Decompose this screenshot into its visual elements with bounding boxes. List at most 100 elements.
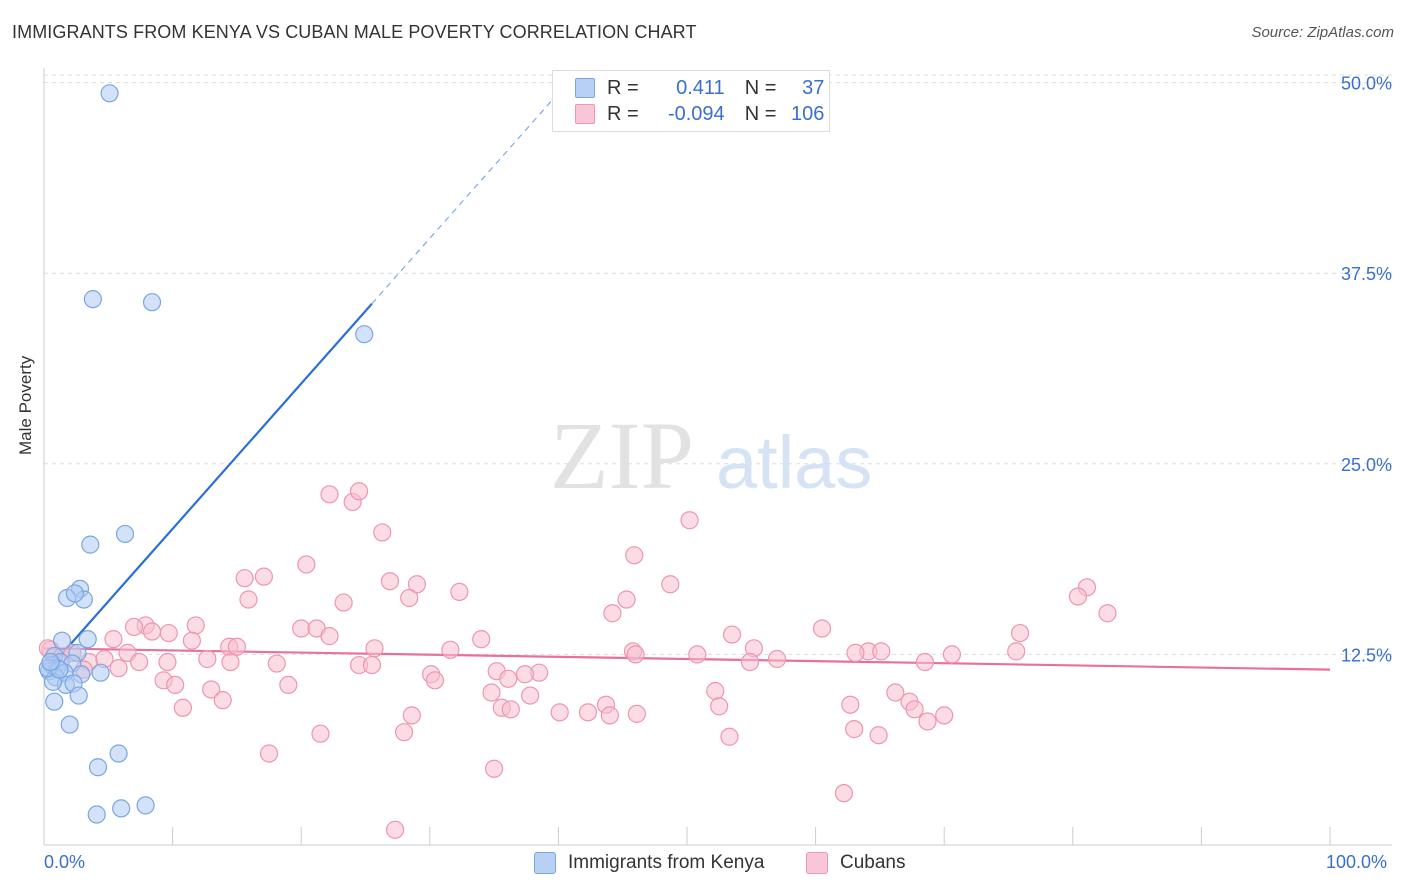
cuban-point-7 [235, 569, 254, 588]
kenya-point-31 [136, 796, 155, 815]
kenya-n-value: 37 [802, 76, 825, 99]
cuban-point-23 [292, 619, 311, 638]
cuban-point-90 [710, 697, 729, 716]
trend-lines [43, 92, 1331, 672]
kenya-point-32 [112, 799, 131, 818]
cuban-point-11 [450, 582, 469, 601]
cuban-point-16 [334, 593, 353, 612]
cuban-point-74 [202, 680, 221, 699]
cuban-point-8 [254, 567, 274, 586]
cuban-point-78 [706, 681, 725, 701]
cuban-point-61 [515, 665, 535, 684]
cuban-point-45 [846, 643, 865, 662]
cubans-r-value: -0.094 [667, 102, 725, 125]
cuban-point-98 [845, 720, 864, 739]
kenya-point-0 [100, 84, 119, 103]
cuban-point-56 [267, 654, 286, 673]
cuban-point-62 [688, 645, 707, 664]
watermark-atlas: atlas [716, 421, 872, 504]
kenya-r-label: R = [607, 76, 639, 99]
cuban-point-25 [320, 627, 339, 646]
cuban-point-101 [259, 744, 279, 763]
y-tick-labels: 12.5% 25.0% 37.5% 50.0% [1341, 74, 1392, 666]
cuban-point-75 [279, 675, 298, 695]
kenya-n-label: N = [744, 76, 777, 99]
kenya-point-5 [81, 535, 100, 554]
cuban-point-43 [1010, 623, 1030, 643]
cuban-point-18 [617, 590, 636, 609]
watermark-zip: ZIP [550, 402, 694, 509]
kenya-point-30 [88, 758, 108, 777]
cuban-point-102 [485, 759, 504, 778]
cuban-point-80 [213, 691, 232, 710]
kenya-trend-line [45, 302, 373, 672]
cuban-point-67 [499, 669, 518, 688]
cuban-point-104 [385, 820, 405, 839]
gridlines [44, 74, 1392, 655]
cuban-point-93 [905, 700, 924, 719]
source-credit: Source: ZipAtlas.com [1251, 24, 1394, 41]
kenya-r-value: 0.411 [676, 76, 725, 99]
cuban-point-83 [501, 700, 520, 719]
cuban-point-42 [1007, 642, 1026, 661]
cuban-point-5 [625, 546, 644, 565]
cuban-point-30 [182, 631, 201, 650]
legend-item-kenya[interactable]: Immigrants from Kenya [534, 852, 764, 874]
cuban-point-97 [311, 724, 330, 743]
correlation-legend: R = 0.411 N = 37 R = -0.094 N = 106 [552, 70, 830, 132]
cuban-point-33 [472, 630, 491, 649]
cuban-point-14 [1068, 587, 1088, 606]
chart-title: IMMIGRANTS FROM KENYA VS CUBAN MALE POVE… [12, 22, 697, 42]
cubans-n-label: N = [744, 102, 777, 125]
cuban-point-10 [407, 575, 427, 594]
cuban-point-89 [600, 706, 619, 725]
cuban-point-29 [104, 630, 123, 649]
kenya-trend-extension [371, 92, 559, 305]
kenya-point-1 [83, 290, 102, 309]
cubans-legend-swatch [806, 852, 828, 874]
cuban-point-71 [109, 659, 128, 678]
x-tick-label-min: 0.0% [44, 852, 86, 872]
cuban-point-52 [130, 652, 149, 672]
kenya-point-9 [65, 584, 84, 603]
cuban-point-103 [834, 784, 853, 803]
cuban-point-20 [1098, 604, 1117, 623]
cuban-point-32 [227, 637, 246, 656]
cuban-point-34 [365, 639, 384, 658]
cuban-point-0 [320, 485, 339, 504]
series-legend: Immigrants from Kenya Cubans [0, 852, 1406, 878]
cuban-point-77 [521, 686, 540, 705]
y-tick-label-2: 37.5% [1341, 264, 1392, 284]
kenya-point-10 [78, 630, 97, 649]
cuban-point-87 [550, 703, 569, 722]
cuban-point-27 [159, 623, 178, 643]
legend-item-cubans[interactable]: Cubans [806, 852, 906, 874]
kenya-point-36 [41, 652, 60, 672]
kenya-swatch [575, 78, 595, 98]
cuban-point-22 [186, 616, 205, 635]
kenya-point-26 [69, 686, 88, 705]
cuban-point-19 [603, 604, 622, 623]
kenya-point-3 [355, 325, 374, 344]
cuban-point-2 [349, 482, 369, 501]
cuban-point-95 [935, 706, 954, 725]
watermark: ZIP atlas [550, 402, 872, 509]
kenya-point-28 [60, 715, 79, 734]
cuban-point-94 [918, 712, 937, 731]
kenya-point-22 [91, 663, 110, 682]
x-tick-label-max: 100.0% [1326, 852, 1388, 872]
y-tick-label-0: 12.5% [1341, 645, 1392, 665]
cuban-point-85 [627, 704, 646, 723]
legend-row-cubans: R = -0.094 N = 106 [575, 102, 824, 126]
cuban-point-26 [124, 617, 144, 637]
cubans-r-label: R = [607, 102, 639, 125]
cuban-point-76 [482, 683, 501, 702]
cuban-point-55 [221, 652, 240, 672]
cuban-point-40 [812, 619, 832, 638]
axes [43, 68, 1392, 846]
cubans-swatch [575, 104, 595, 124]
cuban-point-44 [942, 645, 962, 664]
cuban-point-64 [740, 652, 760, 672]
cuban-point-81 [173, 698, 192, 717]
